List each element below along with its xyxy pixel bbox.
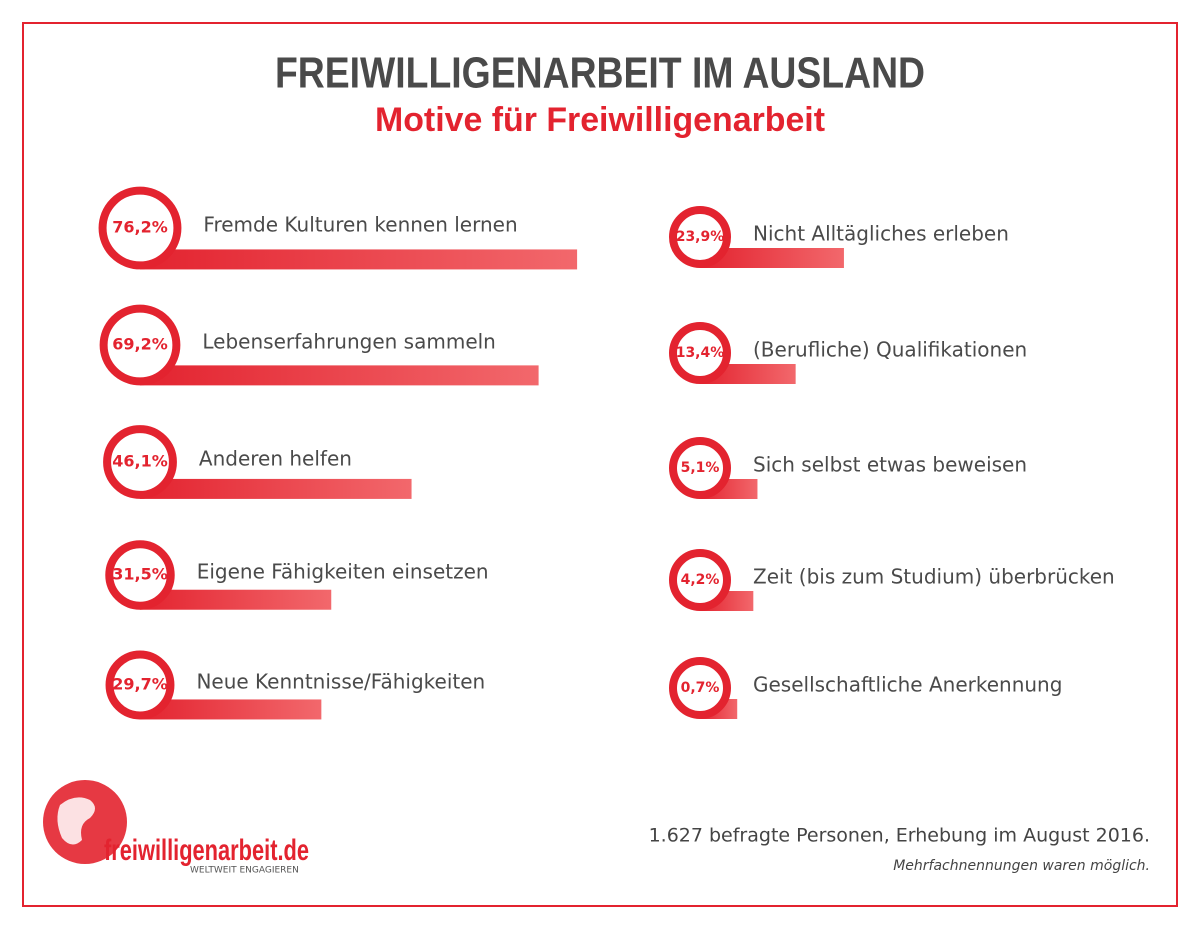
footnote: 1.627 befragte Personen, Erhebung im Aug… xyxy=(649,825,1150,847)
category-label: Eigene Fähigkeiten einsetzen xyxy=(197,560,489,584)
subtitle: Motive für Freiwilligenarbeit xyxy=(375,101,825,139)
logo-continent xyxy=(57,797,95,845)
logo-name: freiwilligenarbeit.de xyxy=(104,834,309,867)
value-circle xyxy=(669,549,731,611)
bar xyxy=(140,699,322,720)
value-label: 4,2% xyxy=(681,572,720,588)
value-circle xyxy=(103,425,177,499)
value-circle xyxy=(105,540,175,610)
category-label: Anderen helfen xyxy=(199,447,352,471)
value-label: 46,1% xyxy=(112,452,168,471)
category-label: Nicht Alltägliches erleben xyxy=(753,222,1009,246)
value-circle xyxy=(669,206,731,268)
value-circle xyxy=(669,437,731,499)
category-label: Zeit (bis zum Studium) überbrücken xyxy=(753,565,1115,589)
bar xyxy=(700,248,844,268)
bar xyxy=(140,478,412,499)
category-label: Lebenserfahrungen sammeln xyxy=(202,330,495,354)
value-label: 5,1% xyxy=(681,460,720,476)
logo-globe xyxy=(43,780,127,864)
value-circle xyxy=(669,657,731,719)
frame xyxy=(22,22,1178,907)
logo-tagline: WELTWEIT ENGAGIEREN xyxy=(190,866,299,876)
value-circle xyxy=(99,304,181,386)
bar xyxy=(140,249,578,270)
value-label: 69,2% xyxy=(112,335,168,354)
logo: freiwilligenarbeit.de WELTWEIT ENGAGIERE… xyxy=(43,780,309,876)
value-label: 31,5% xyxy=(112,565,168,584)
value-label: 23,9% xyxy=(676,229,725,245)
value-label: 0,7% xyxy=(681,680,720,696)
value-circle xyxy=(105,650,175,720)
category-label: Fremde Kulturen kennen lernen xyxy=(203,213,517,237)
value-label: 29,7% xyxy=(112,675,168,694)
note: Mehrfachnennungen waren möglich. xyxy=(893,858,1150,874)
category-label: Gesellschaftliche Anerkennung xyxy=(753,673,1062,697)
value-label: 13,4% xyxy=(676,345,725,361)
category-label: Neue Kenntnisse/Fähigkeiten xyxy=(196,670,485,694)
bar xyxy=(140,365,539,386)
value-circle xyxy=(669,322,731,384)
category-label: Sich selbst etwas beweisen xyxy=(753,453,1027,477)
title: FREIWILLIGENARBEIT IM AUSLAND xyxy=(275,49,925,98)
value-circle xyxy=(98,186,182,270)
category-label: (Berufliche) Qualifikationen xyxy=(753,338,1027,362)
bar xyxy=(140,589,332,610)
value-label: 76,2% xyxy=(112,218,168,237)
